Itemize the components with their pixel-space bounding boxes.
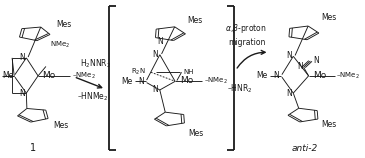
Text: anti-2: anti-2 [292,144,318,153]
Text: N: N [152,85,158,94]
Text: 1: 1 [30,143,36,153]
Text: –HNMe$_2$: –HNMe$_2$ [77,91,108,103]
Text: Mo: Mo [313,71,326,80]
Text: H$_2$NNR$_2$: H$_2$NNR$_2$ [80,58,111,70]
Text: N: N [152,50,158,59]
Text: N: N [286,51,292,60]
Text: –NMe$_2$: –NMe$_2$ [204,76,227,86]
Text: Me: Me [2,71,13,80]
Text: N: N [274,71,279,80]
Text: N: N [19,53,24,62]
Text: N: N [138,77,144,86]
Text: N: N [313,56,319,65]
Text: Mes: Mes [321,120,336,129]
Text: N: N [19,89,24,98]
Text: Mes: Mes [53,121,69,130]
Text: Me: Me [121,77,132,86]
Text: –NMe$_2$: –NMe$_2$ [72,71,96,81]
Text: Me: Me [256,71,268,80]
Text: N: N [158,37,164,46]
Text: R$_2$N: R$_2$N [131,67,146,77]
Text: Mo: Mo [180,76,193,85]
Text: NMe$_2$: NMe$_2$ [50,40,70,50]
Text: Mes: Mes [321,13,336,22]
Text: Mo: Mo [42,71,55,80]
Text: N: N [297,62,303,71]
Text: N: N [286,89,292,98]
Text: –HNR$_2$: –HNR$_2$ [227,82,253,95]
Text: Mes: Mes [188,16,203,25]
Text: NH: NH [183,69,194,75]
Text: Mes: Mes [56,20,71,29]
Text: $\alpha$,$\beta$-proton: $\alpha$,$\beta$-proton [226,22,267,35]
Text: migration: migration [228,39,266,48]
Text: Mes: Mes [189,128,204,137]
Text: –NMe$_2$: –NMe$_2$ [337,71,360,81]
